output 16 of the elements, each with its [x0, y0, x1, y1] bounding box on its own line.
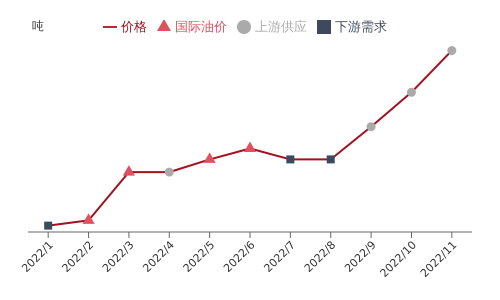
legend-label: 下游需求	[335, 20, 387, 35]
point	[122, 165, 135, 176]
legend-label: 价格	[121, 20, 147, 35]
y-axis-title: 吨	[32, 19, 44, 33]
point	[326, 155, 335, 164]
point	[447, 46, 456, 56]
legend-label: 上游供应	[255, 20, 307, 35]
point	[286, 155, 294, 164]
point	[164, 168, 174, 177]
point	[204, 152, 216, 163]
point	[406, 88, 416, 97]
point	[82, 213, 95, 224]
point	[366, 122, 376, 132]
point	[44, 222, 52, 230]
legend-label: 国际油价	[175, 20, 227, 35]
point	[244, 142, 256, 152]
